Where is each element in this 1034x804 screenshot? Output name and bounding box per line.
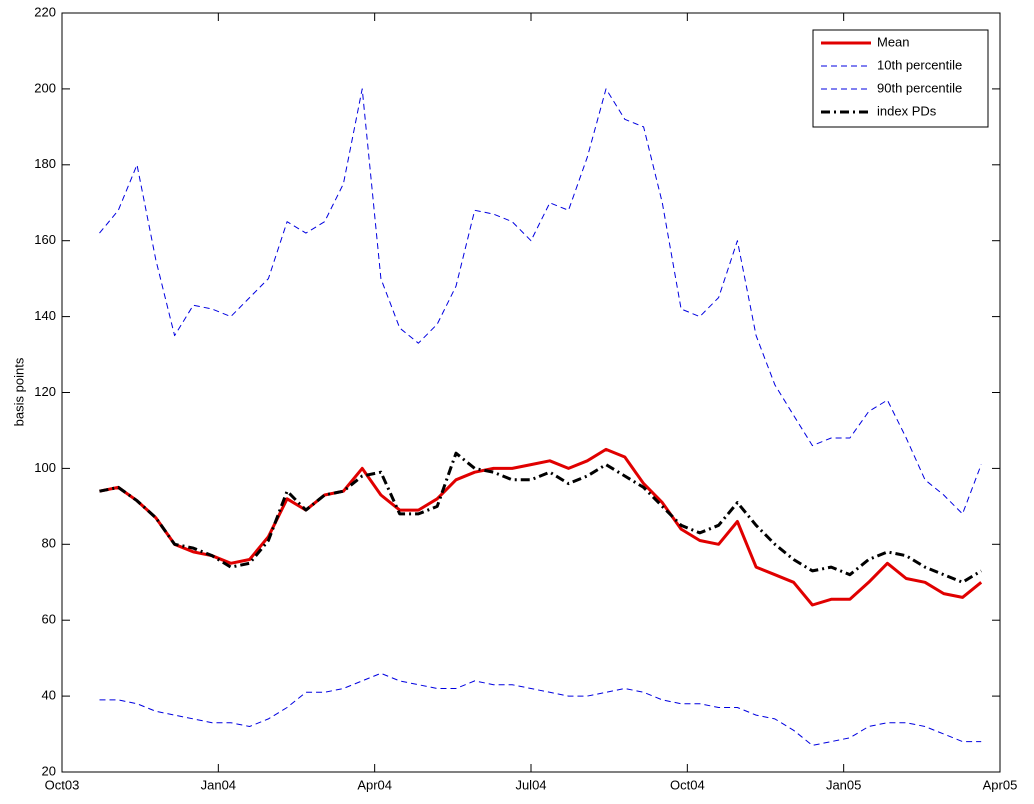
x-tick-label: Apr05 <box>983 777 1018 792</box>
x-tick-label: Jan05 <box>826 777 861 792</box>
series-line <box>99 451 982 584</box>
x-tick-label: Jan04 <box>201 777 236 792</box>
y-axis-label: basis points <box>11 357 26 426</box>
x-tick-label: Oct03 <box>45 777 80 792</box>
x-tick-label: Oct04 <box>670 777 705 792</box>
y-tick-label: 160 <box>34 232 56 247</box>
x-tick-label: Apr04 <box>357 777 392 792</box>
y-tick-label: 60 <box>42 612 56 627</box>
y-tick-label: 180 <box>34 156 56 171</box>
legend-label: 90th percentile <box>877 80 962 95</box>
series-line <box>99 447 983 607</box>
legend-label: Mean <box>877 34 910 49</box>
y-tick-label: 100 <box>34 460 56 475</box>
y-tick-label: 40 <box>42 688 56 703</box>
y-tick-label: 80 <box>42 536 56 551</box>
series-line <box>99 672 982 746</box>
legend-label: index PDs <box>877 103 937 118</box>
series-line <box>99 88 982 515</box>
legend-label: 10th percentile <box>877 57 962 72</box>
y-tick-label: 120 <box>34 384 56 399</box>
x-tick-label: Jul04 <box>515 777 546 792</box>
y-tick-label: 200 <box>34 80 56 95</box>
y-tick-label: 140 <box>34 308 56 323</box>
y-tick-label: 220 <box>34 4 56 19</box>
y-tick-label: 20 <box>42 763 56 778</box>
